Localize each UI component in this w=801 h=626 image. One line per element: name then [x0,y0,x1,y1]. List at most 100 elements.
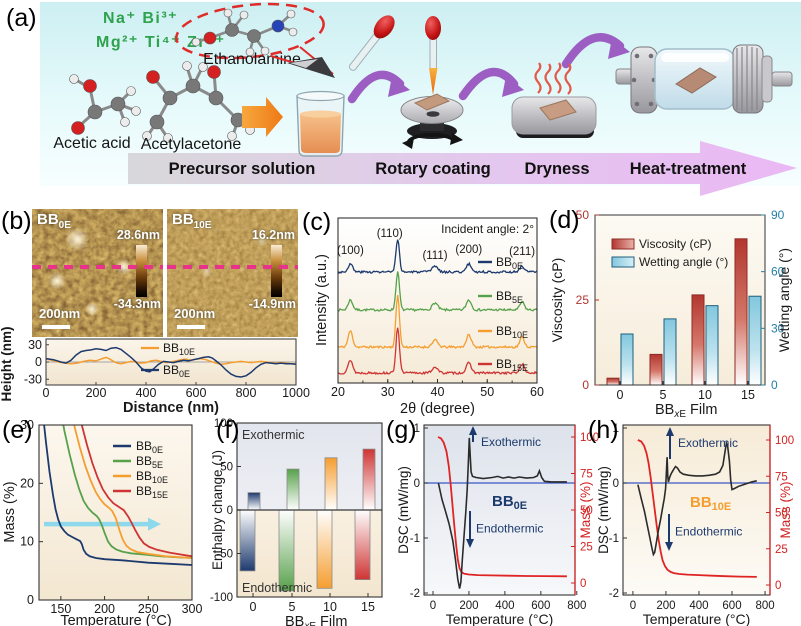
chart-shape: BB [496,289,512,303]
ions-line1: Na⁺ Bi³⁺ [103,10,178,27]
enthalpy-chart: 100 50 0 -50 -100 0 5 10 15 Exothermic Endothermic… [210,418,383,626]
legend-label: Viscosity (cP) [639,237,711,251]
endothermic-label: Endothermic [476,522,543,536]
endothermic-bar [239,509,256,572]
x-axis-label: Distance (nm) [123,400,219,416]
chart-shape: BB [496,255,512,269]
endothermic-label: Endothermic [675,525,742,539]
chart-shape: BB [496,324,512,338]
mass-tick-label: 25 [775,544,788,556]
region-label-exothermic: Exothermic [242,428,305,442]
stage-dryness: Dryness [524,160,589,178]
region-label-endothermic: Endothermic [242,581,312,595]
chart-shape: 0E [179,369,190,379]
legend-label: BB0E [163,363,190,379]
exothermic-bar [362,448,376,511]
afm-scalebar [42,325,70,329]
mass-tick-label: 75 [580,469,593,481]
chart-shape: Film [316,614,347,626]
endothermic-bar [316,509,333,589]
mix-arrow [242,97,283,137]
x-tick-label: 5 [289,600,296,614]
x-tick-label: 10 [698,388,712,402]
peak-label: (100) [337,245,364,257]
synthesis-schematic: Na⁺ Bi³⁺ Mg²⁺ Ti⁴⁺ Zr⁴⁺ Acetic acid [40,2,801,196]
x-tick-label: 400 [495,600,514,612]
viscosity-bar [606,377,620,386]
mass-axis-label: Mass (%) [778,482,793,539]
peak-label: (111) [422,250,447,262]
tga-curve [62,425,192,559]
afm-scale-min: -14.9nm [248,297,296,311]
sample-title: BB0E [492,493,527,512]
legend-swatch [611,238,635,250]
wetting-angle-bar [705,305,719,386]
chart-shape: E [309,621,316,626]
chart-shape: 10E [179,347,195,357]
x-tick-label: 300 [182,602,203,616]
afm-scale-max: 16.2nm [251,228,295,242]
x-axis-label: BBxE Film [655,402,717,420]
x-tick-label: 10 [323,600,337,614]
x-tick-label: 0 [43,386,50,400]
viscosity-bar [649,353,663,386]
y-tick-label: -30 [24,372,42,386]
acetic-acid-atoms [69,74,141,135]
right-tick-label: 0 [771,378,778,392]
process-flow-arrow [128,141,797,196]
legend-label: BB0E [496,255,523,271]
legend-label: BB10E [136,469,168,485]
exothermic-label: Exothermic [481,435,541,449]
chart-shape: BB [136,454,152,468]
mass-tick-label: 0 [580,578,586,590]
afm-colorbar [136,245,147,297]
dsc-curve [637,440,757,557]
spin-coater-icon [400,93,464,149]
legend-label: BB5E [496,289,523,305]
funnel-highlight [290,59,318,68]
y-tick-label: 30 [28,338,42,352]
dsc-axis-label: DSC (mW/mg) [396,466,411,554]
chart-shape: BB [496,357,512,371]
stage-rotary-coating: Rotary coating [375,160,491,178]
chart-shape: 15E [152,490,168,500]
mass-tick-label: 0 [775,580,781,592]
wetting-angle-bar [748,295,762,386]
mass-curve [637,439,757,578]
chart-shape: BB [136,484,152,498]
y-tick-label: 0 [227,505,233,517]
x-tick-label: 400 [689,600,708,612]
tga-chart: 150 200 250 300 0 10 20 30 Temperature (°C) Mass … [2,418,203,626]
panel-label-f: (f) [216,416,240,444]
endothermic-arrow-head [665,542,673,551]
plot-background [338,218,537,383]
x-tick-label: 0 [617,388,624,402]
exothermic-label: Exothermic [678,436,738,450]
dsc-tick-label: 1 [414,423,420,435]
y-tick-label: 20 [20,476,34,490]
peak-label: (211) [509,246,535,258]
right-tick-label: 90 [771,208,785,222]
right-tick-label: 30 [771,321,785,335]
plot-border [38,424,193,601]
left-tick-label: 50 [576,208,590,222]
chart-shape: 0E [152,445,163,455]
x-tick-label: 0 [630,600,636,612]
y-tick-label: 0 [27,593,34,607]
x-tick-label: 0 [430,600,436,612]
tilted-dropper-icon [348,15,395,71]
chart-shape: 0E [512,261,523,271]
x-tick-label: 60 [530,385,544,399]
exothermic-bar [247,492,261,511]
stage-heat-treatment: Heat-treatment [630,160,747,178]
right-tick-label: 60 [771,265,785,279]
exothermic-bar [286,468,300,511]
chart-shape: BB [655,402,674,418]
exothermic-arrow-head [469,426,477,435]
panel-label-h: (h) [588,416,619,444]
x-tick-label: 250 [138,602,159,616]
endothermic-arrow-head [466,539,474,548]
tube-furnace-icon [615,44,793,114]
